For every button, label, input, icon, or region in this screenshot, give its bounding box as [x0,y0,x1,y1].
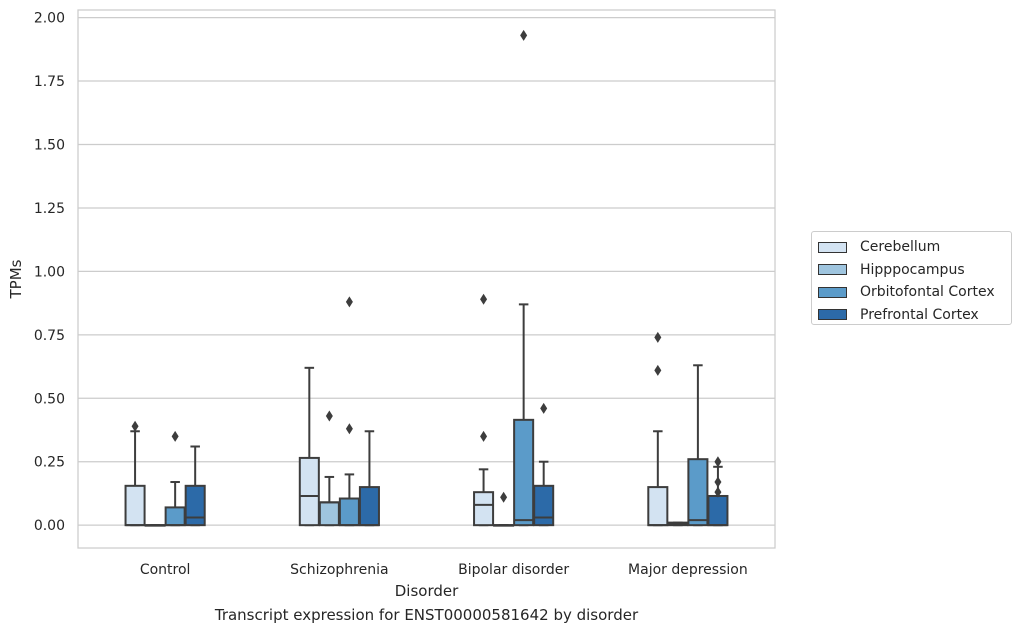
plot-frame [77,9,776,549]
box-0-2 [164,430,186,527]
box-body [318,501,340,527]
outlier-point [171,430,179,442]
box-3-3 [707,456,729,527]
box-2-0 [473,293,495,527]
outlier-point [480,430,488,442]
box-1-3 [358,430,380,527]
y-tick-label: 1.50 [34,138,65,154]
box-body [707,494,729,527]
box-body [184,484,206,527]
x-axis-label: Disorder [395,582,459,600]
y-tick-label: 1.75 [34,74,65,90]
box-0-3 [184,445,206,527]
x-tick-label: Control [140,562,191,578]
box-body [124,484,146,527]
legend-item: Orbitofontal Cortex [818,283,995,301]
legend-label: Hipppocampus [860,261,965,278]
legend-item: Cerebellum [818,238,940,256]
y-tick-label: 0.25 [34,455,65,471]
outlier-point [714,476,722,488]
outlier-point [325,410,333,422]
legend-swatch [818,309,847,320]
box-body [298,456,320,527]
outlier-point [345,423,353,435]
box-0-0 [124,420,146,527]
legend-label: Prefrontal Cortex [860,306,979,323]
y-tick-label: 1.25 [34,201,65,217]
chart-caption: Transcript expression for ENST0000058164… [214,606,639,624]
box-2-2 [513,29,535,527]
x-tick-label: Schizophrenia [290,562,388,578]
x-tick-label: Major depression [628,562,748,578]
y-tick-labels: 0.00 0.25 0.50 0.75 1.00 1.25 1.50 1.75 2.00 [34,11,65,535]
y-tick-label: 1.00 [34,264,65,280]
y-tick-label: 2.00 [34,11,65,27]
outlier-point [480,293,488,305]
y-tick-label: 0.50 [34,391,65,407]
box-body [164,506,186,527]
legend-item: Hipppocampus [818,261,965,279]
box-3-1 [667,521,689,527]
outlier-point [714,486,722,498]
box-body [533,484,555,527]
outlier-point [654,331,662,343]
box-1-2 [338,296,360,527]
outlier-point [131,420,139,432]
outlier-point [654,364,662,376]
box-2-1 [493,491,515,527]
legend-swatch [818,264,847,275]
legend-item: Prefrontal Cortex [818,306,979,324]
y-axis-label: TPMs [7,259,25,299]
y-tick-label: 0.00 [34,518,65,534]
outlier-point [500,491,508,503]
box-2-3 [533,402,555,527]
gridlines [78,16,775,526]
box-1-0 [298,366,320,527]
outlier-point [345,296,353,308]
box-body [513,418,535,527]
box-3-0 [647,331,669,527]
x-tick-label: Bipolar disorder [458,562,569,578]
box-body [473,491,495,527]
legend: Cerebellum Hipppocampus Orbitofontal Corte… [811,231,1012,325]
boxes [124,29,729,527]
x-tick-labels: Control Schizophrenia Bipolar disorder Majo… [140,562,748,578]
box-1-1 [318,410,340,527]
outlier-point [520,29,528,41]
box-body [647,486,669,527]
box-0-1 [144,524,166,527]
box-body [338,497,360,527]
legend-label: Orbitofontal Cortex [860,284,995,300]
box-body [687,458,709,527]
box-body [358,486,380,527]
legend-swatch [818,286,847,298]
legend-swatch [818,241,847,253]
y-tick-label: 0.75 [34,328,65,344]
legend-label: Cerebellum [860,239,941,255]
outlier-point [540,402,548,414]
outlier-point [714,456,722,468]
box-3-2 [687,364,709,527]
